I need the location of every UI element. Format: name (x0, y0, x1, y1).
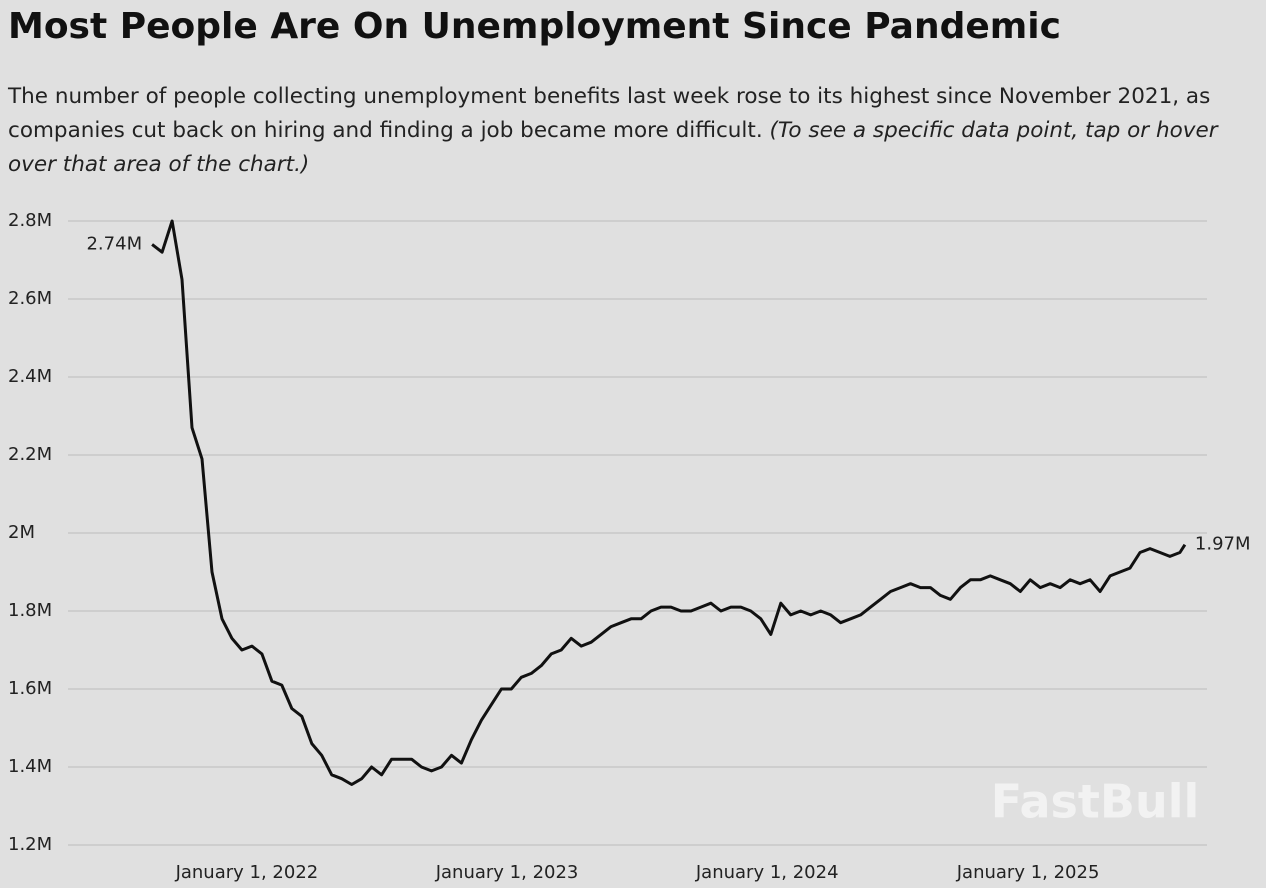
x-tick-label: January 1, 2023 (435, 862, 579, 883)
end-label: 1.97M (1195, 534, 1251, 555)
y-tick-label: 2M (8, 522, 35, 543)
watermark: FastBull (991, 775, 1199, 829)
subtitle-note: (To see a specific data point, tap or ho… (8, 118, 1218, 177)
y-tick-label: 2.2M (8, 444, 52, 465)
y-tick-label: 1.8M (8, 600, 52, 621)
x-tick-label: January 1, 2022 (175, 862, 319, 883)
y-tick-label: 2.6M (8, 288, 52, 309)
y-tick-label: 2.8M (8, 210, 52, 231)
y-tick-label: 1.2M (8, 834, 52, 855)
line (151, 219, 1187, 786)
subtitle-block: The number of people collecting unemploy… (8, 80, 1253, 182)
y-tick-label: 2.4M (8, 366, 52, 387)
y-tick-label: 1.6M (8, 678, 52, 699)
chart-title: Most People Are On Unemployment Since Pa… (8, 6, 1061, 47)
x-tick-label: January 1, 2025 (956, 862, 1100, 883)
x-tick-label: January 1, 2024 (695, 862, 839, 883)
start-label: 2.74M (86, 233, 142, 254)
y-tick-label: 1.4M (8, 756, 52, 777)
subtitle: The number of people collecting unemploy… (8, 84, 1211, 143)
